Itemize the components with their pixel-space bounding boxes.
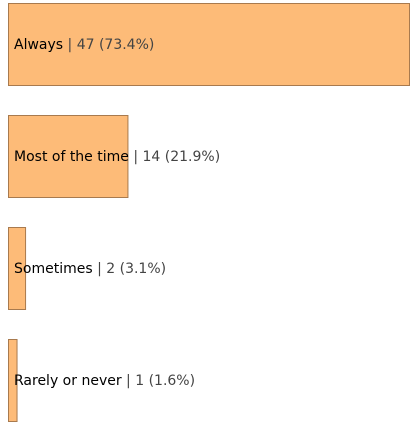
category-label: Most of the time (14, 149, 129, 165)
value-label: | 2 (3.1%) (93, 261, 166, 277)
bar-label: Rarely or never | 1 (1.6%) (14, 373, 195, 389)
bar-sometimes (8, 227, 27, 310)
category-label: Rarely or never (14, 373, 122, 389)
category-label: Sometimes (14, 261, 93, 277)
value-label: | 14 (21.9%) (129, 149, 220, 165)
bar-label: Most of the time | 14 (21.9%) (14, 149, 220, 165)
category-label: Always (14, 37, 63, 53)
bar-label: Always | 47 (73.4%) (14, 37, 154, 53)
bar-most-of-the-time (8, 115, 129, 198)
bar-always (8, 3, 410, 86)
value-label: | 1 (1.6%) (122, 373, 195, 389)
bar-label: Sometimes | 2 (3.1%) (14, 261, 166, 277)
value-label: | 47 (73.4%) (63, 37, 154, 53)
